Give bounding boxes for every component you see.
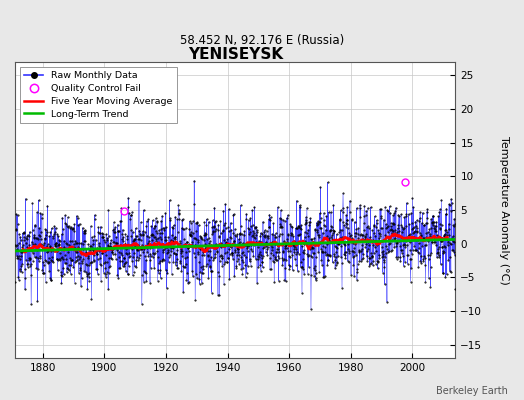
Y-axis label: Temperature Anomaly (°C): Temperature Anomaly (°C) <box>499 136 509 284</box>
Text: 58.452 N, 92.176 E (Russia): 58.452 N, 92.176 E (Russia) <box>180 34 344 47</box>
Title: YENISEYSK: YENISEYSK <box>188 47 283 62</box>
Text: Berkeley Earth: Berkeley Earth <box>436 386 508 396</box>
Legend: Raw Monthly Data, Quality Control Fail, Five Year Moving Average, Long-Term Tren: Raw Monthly Data, Quality Control Fail, … <box>20 67 177 124</box>
